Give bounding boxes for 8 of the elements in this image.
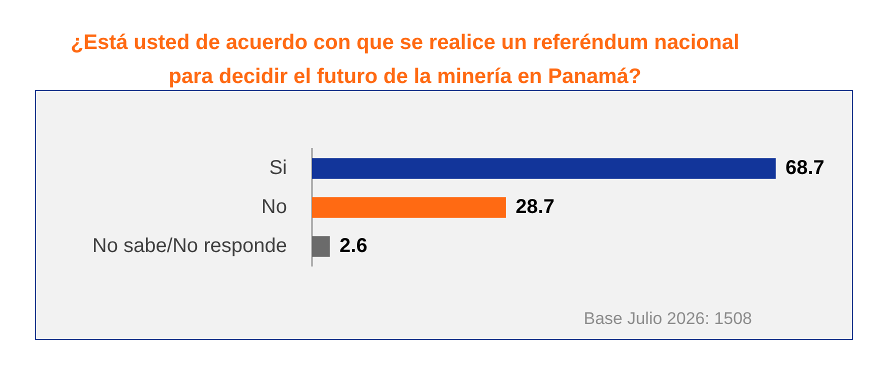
data-label: 2.6 <box>340 235 368 258</box>
text: Base Julio 2026: 1508 <box>584 309 752 329</box>
data-label: 68.7 <box>785 157 824 180</box>
y-tick-label: No <box>261 196 287 218</box>
data-label: 28.7 <box>516 196 555 218</box>
y-tick-label: No sabe/No responde <box>92 235 287 258</box>
y-tick-label: Si <box>269 157 287 180</box>
chart-title: ¿Está usted de acuerdo con que se realice un referéndum nacional para decidir el futuro de la minería en Panamá? <box>70 30 740 90</box>
